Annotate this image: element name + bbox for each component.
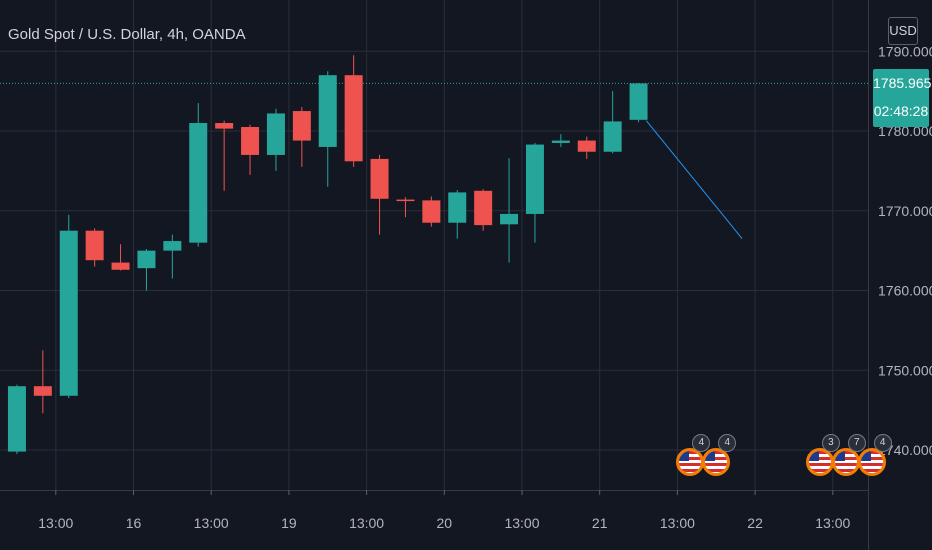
us-flag-canton [808, 451, 819, 461]
us-flag-canton [860, 451, 871, 461]
candle-body[interactable] [629, 83, 648, 120]
event-count-badge: 4 [718, 434, 737, 452]
us-flag-event-icon[interactable] [831, 448, 860, 476]
candle-body[interactable] [215, 123, 234, 129]
event-count-badge: 4 [692, 434, 711, 452]
candle-body[interactable] [137, 250, 156, 269]
candle-body[interactable] [111, 262, 130, 270]
x-tick-label: 22 [747, 515, 763, 531]
us-flag-event-icon[interactable] [857, 448, 886, 476]
candle-body[interactable] [448, 192, 467, 223]
last-price-label: 1785.965 [873, 75, 932, 91]
y-tick-label: 1760.000 [878, 283, 932, 299]
candle-body[interactable] [241, 127, 260, 155]
us-flag-canton [705, 451, 716, 461]
y-tick-label: 1780.000 [878, 123, 932, 139]
candle-body[interactable] [577, 140, 596, 152]
event-count-badge: 3 [821, 434, 840, 452]
us-flag-event-icon[interactable] [702, 448, 731, 476]
us-flag-event-icon[interactable] [676, 448, 705, 476]
y-tick-label: 1770.000 [878, 203, 932, 219]
currency-button[interactable]: USD [888, 17, 918, 45]
candle-body[interactable] [292, 111, 311, 141]
x-tick-label: 13:00 [815, 515, 850, 531]
candle-body[interactable] [7, 386, 26, 452]
candle-body[interactable] [396, 199, 415, 202]
candle-body[interactable] [551, 140, 570, 143]
bar-countdown-label: 02:48:28 [873, 103, 929, 119]
candle-body[interactable] [370, 158, 389, 199]
x-tick-label: 19 [281, 515, 297, 531]
y-tick-label: 1790.000 [878, 43, 932, 59]
event-count-badge: 4 [873, 434, 892, 452]
x-tick-label: 21 [592, 515, 608, 531]
x-tick-label: 13:00 [349, 515, 384, 531]
candle-body[interactable] [318, 75, 337, 147]
candle-body[interactable] [59, 230, 78, 396]
event-count-badge: 7 [847, 434, 866, 452]
y-tick-label: 1740.000 [878, 442, 932, 458]
candle-body[interactable] [189, 123, 208, 243]
candle-body[interactable] [85, 230, 104, 261]
us-flag-canton [834, 451, 845, 461]
candle-body[interactable] [266, 113, 285, 155]
us-flag-event-icon[interactable] [805, 448, 834, 476]
candle-body[interactable] [474, 190, 493, 226]
chart-title: Gold Spot / U.S. Dollar, 4h, OANDA [8, 26, 246, 43]
projection-line[interactable] [645, 120, 743, 239]
x-tick-label: 16 [126, 515, 142, 531]
candle-body[interactable] [344, 75, 363, 162]
candle-body[interactable] [500, 213, 519, 225]
candle-body[interactable] [422, 200, 441, 223]
x-tick-label: 13:00 [504, 515, 539, 531]
x-tick-label: 20 [437, 515, 453, 531]
candle-body[interactable] [33, 386, 52, 396]
x-tick-label: 13:00 [38, 515, 73, 531]
us-flag-canton [679, 451, 690, 461]
candle-body[interactable] [163, 241, 182, 251]
last-price-badge: 1785.965 02:48:28 [873, 69, 932, 127]
x-tick-label: 13:00 [194, 515, 229, 531]
x-tick-label: 13:00 [660, 515, 695, 531]
y-tick-label: 1750.000 [878, 362, 932, 378]
candle-body[interactable] [603, 121, 622, 152]
candle-body[interactable] [525, 144, 544, 214]
